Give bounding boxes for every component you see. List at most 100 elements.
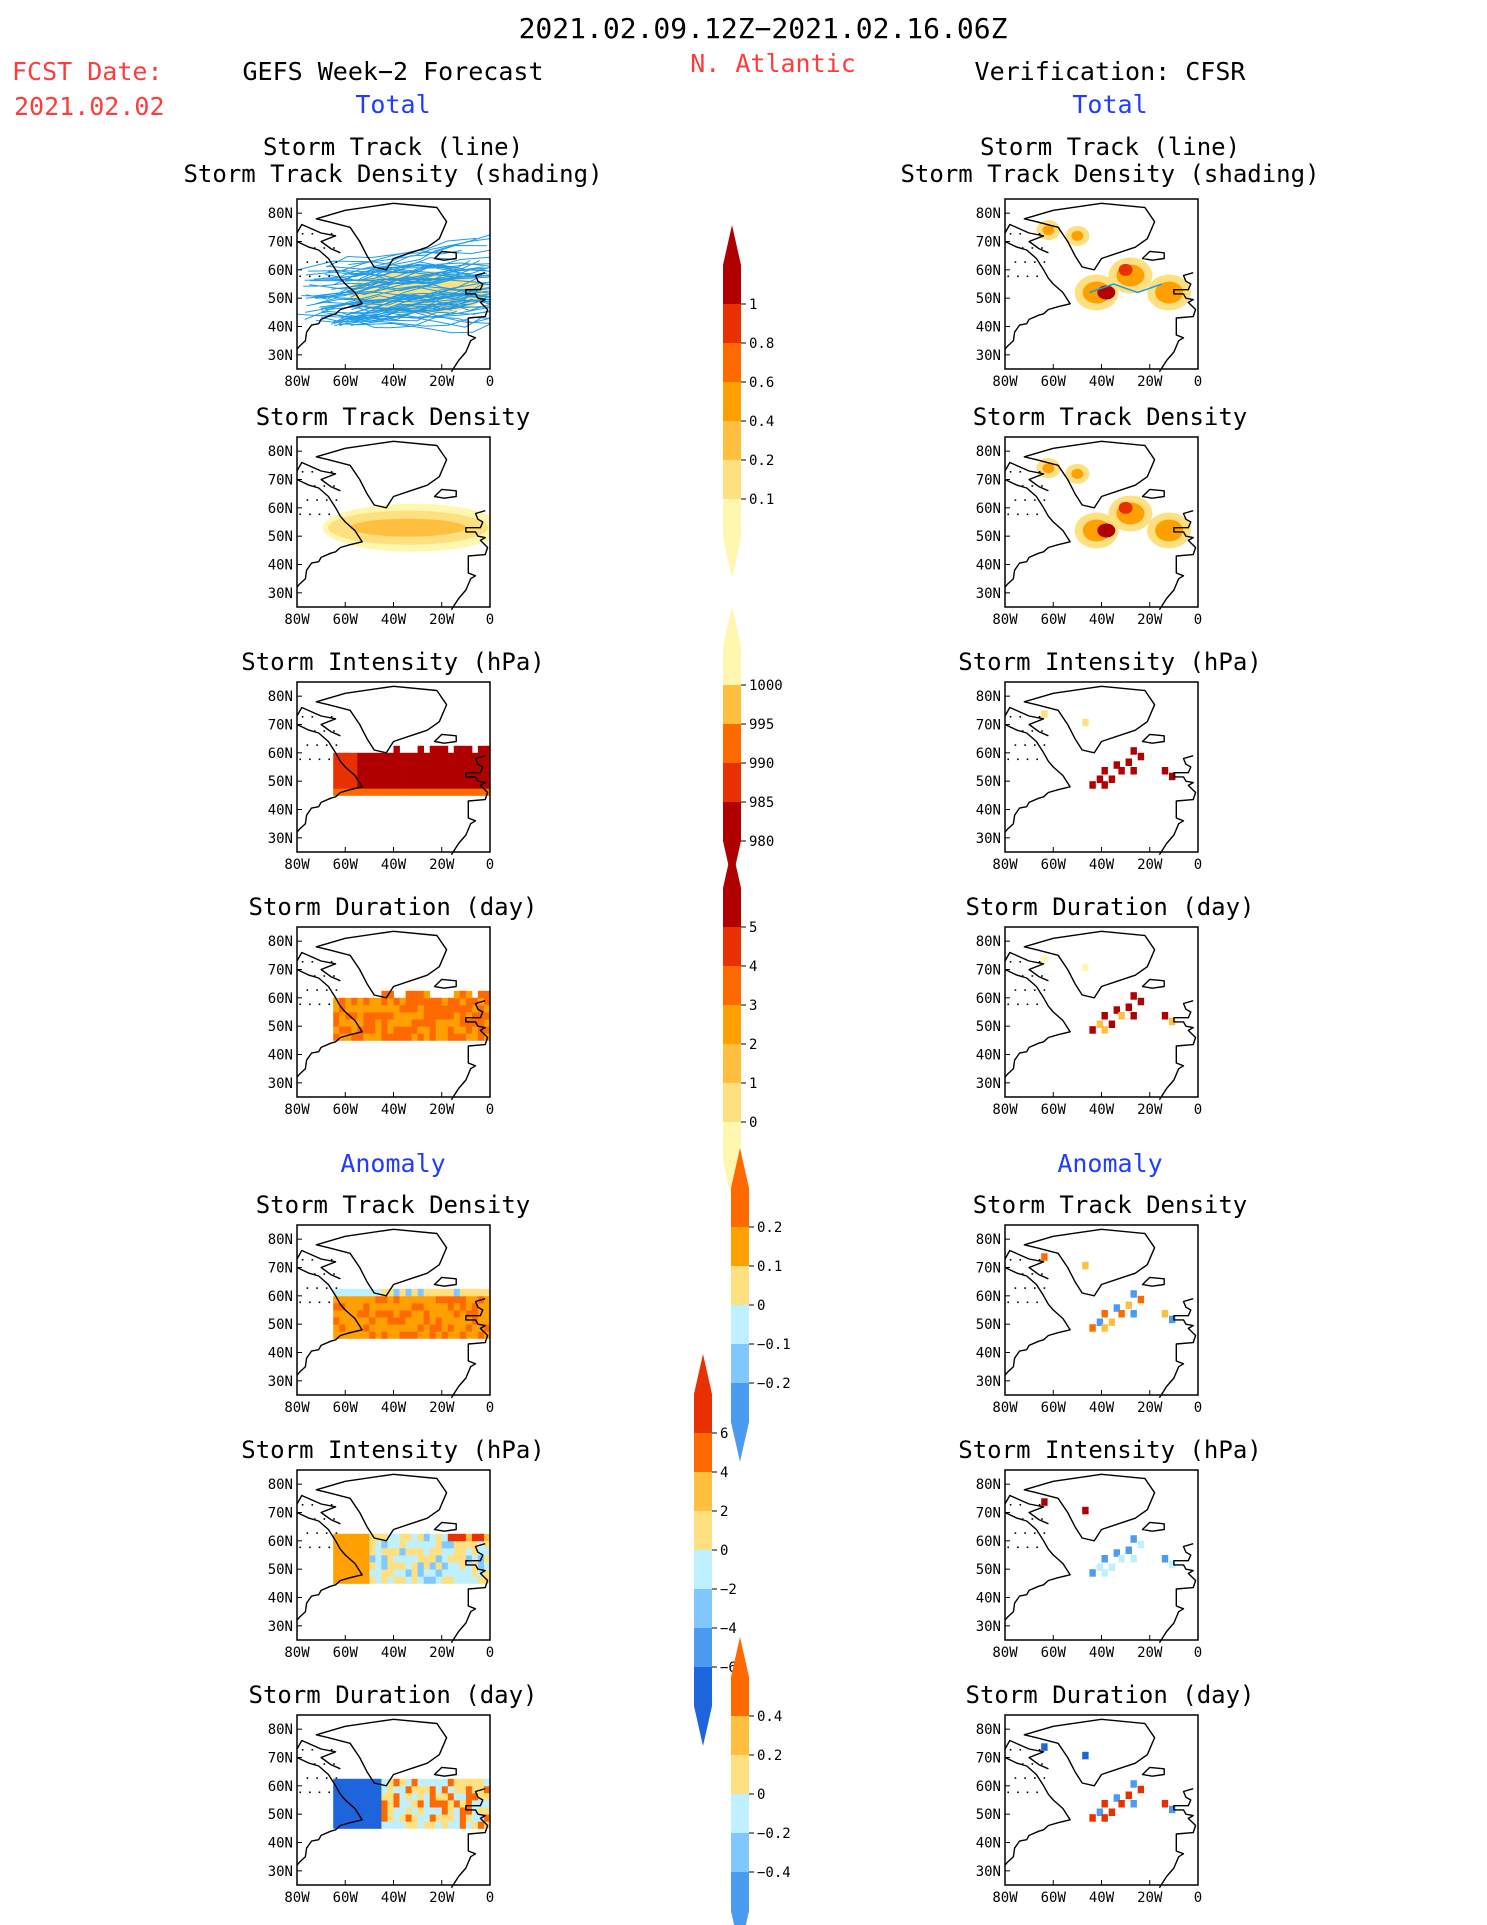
small-island xyxy=(325,261,328,263)
colorbar-density-total: 10.80.60.40.20.1 xyxy=(723,225,774,578)
greenland-outline xyxy=(315,440,448,509)
intensity-cell xyxy=(339,774,346,782)
adens-cell xyxy=(405,1310,412,1318)
intensity-cell xyxy=(441,759,449,768)
aint-cell xyxy=(387,1576,394,1584)
small-island xyxy=(1009,1504,1012,1506)
adens-cell xyxy=(351,1288,358,1297)
adur-cell xyxy=(441,1821,449,1829)
storm-track-line xyxy=(326,238,490,270)
adur-cell xyxy=(357,1792,364,1801)
duration-cell xyxy=(357,997,364,1006)
adur-cell xyxy=(484,1778,490,1787)
title-intensity-left: Storm Intensity (hPa) xyxy=(241,648,544,676)
adur-cell xyxy=(405,1778,412,1787)
greenland-outline xyxy=(1023,1228,1156,1297)
aint-cell xyxy=(387,1533,394,1542)
adens-cell xyxy=(1125,1301,1132,1309)
intensity-cell xyxy=(381,774,388,782)
adur-cell xyxy=(393,1778,400,1787)
intensity-cell xyxy=(465,752,473,761)
adur-cell xyxy=(423,1800,431,1808)
aint-cell xyxy=(465,1576,473,1584)
adens-cell xyxy=(435,1324,443,1332)
adur-cell xyxy=(429,1792,437,1801)
adur-cell xyxy=(459,1807,467,1815)
small-island xyxy=(1026,1301,1029,1304)
adens-cell xyxy=(387,1295,394,1304)
intensity-cell xyxy=(465,745,473,754)
adens-cell xyxy=(399,1310,406,1318)
small-island xyxy=(1019,716,1022,718)
small-island xyxy=(1024,744,1026,746)
aint-cell xyxy=(471,1562,479,1570)
adur-cell xyxy=(333,1821,340,1829)
colorbar-tick-label: 4 xyxy=(749,959,757,975)
europe-coast xyxy=(1158,1298,1197,1399)
aint-cell xyxy=(417,1569,424,1577)
small-island xyxy=(330,1259,333,1261)
north-america-coast xyxy=(1004,478,1071,588)
aint-cell xyxy=(447,1533,455,1542)
adens-cell xyxy=(465,1302,473,1311)
lat-tick-label: 80N xyxy=(268,444,293,460)
lon-tick-label: 20W xyxy=(1137,1400,1163,1416)
adur-cell xyxy=(471,1821,479,1829)
intensity-cell xyxy=(381,767,388,775)
duration-cell xyxy=(333,1004,340,1013)
intensity-cell xyxy=(435,767,443,775)
arctic-islands-coast xyxy=(296,1739,341,1770)
duration-cell xyxy=(423,1033,431,1041)
adens-cell xyxy=(411,1324,418,1332)
iceland-outline xyxy=(1141,978,1165,989)
adur-cell xyxy=(429,1778,437,1787)
colorbar-segment xyxy=(694,1433,712,1472)
small-island xyxy=(301,716,304,718)
adur-cell xyxy=(441,1792,449,1801)
period-title: 2021.02.09.12Z−2021.02.16.06Z xyxy=(519,12,1008,45)
intensity-cell xyxy=(435,781,443,789)
aint-cell xyxy=(484,1547,490,1556)
duration-cell xyxy=(405,1033,412,1041)
intensity-cell xyxy=(484,774,490,782)
duration-cell xyxy=(471,997,479,1006)
adens-cell xyxy=(393,1302,400,1311)
adur-cell xyxy=(393,1800,400,1808)
lat-tick-label: 50N xyxy=(268,1019,293,1035)
small-island xyxy=(1007,1003,1009,1006)
colorbar-segment xyxy=(723,927,741,966)
duration-cell xyxy=(351,997,358,1006)
europe-coast xyxy=(450,755,489,856)
adens-cell xyxy=(345,1295,352,1304)
adens-cell xyxy=(387,1310,394,1318)
lon-tick-label: 80W xyxy=(992,612,1018,628)
aint-cell xyxy=(357,1547,364,1556)
duration-cell xyxy=(369,1026,376,1034)
duration-cell xyxy=(453,990,461,999)
aint-cell xyxy=(375,1562,382,1570)
intensity-cell xyxy=(393,759,400,768)
duration-cell xyxy=(471,1004,479,1013)
small-island xyxy=(335,1532,338,1534)
aint-cell xyxy=(405,1555,412,1563)
duration-cell xyxy=(357,1012,364,1020)
adur-cell xyxy=(441,1778,449,1787)
lat-tick-label: 40N xyxy=(976,320,1001,336)
colorbar-tick-label: 4 xyxy=(720,1465,728,1481)
aint-cell xyxy=(387,1555,394,1563)
intensity-cell xyxy=(1161,767,1169,775)
adens-cell xyxy=(1118,1310,1125,1318)
colorbar-tick-label: 2 xyxy=(720,1504,728,1520)
intensity-cell xyxy=(339,781,346,789)
adur-cell xyxy=(1130,1780,1137,1788)
adur-cell xyxy=(357,1807,364,1815)
aint-cell xyxy=(417,1547,424,1556)
adur-cell xyxy=(351,1785,358,1794)
colorbar-segment xyxy=(731,1677,749,1716)
intensity-cell xyxy=(423,767,431,775)
adur-cell xyxy=(411,1800,418,1808)
lon-tick-label: 20W xyxy=(429,857,455,873)
adur-cell xyxy=(484,1792,490,1801)
small-island xyxy=(311,233,314,235)
